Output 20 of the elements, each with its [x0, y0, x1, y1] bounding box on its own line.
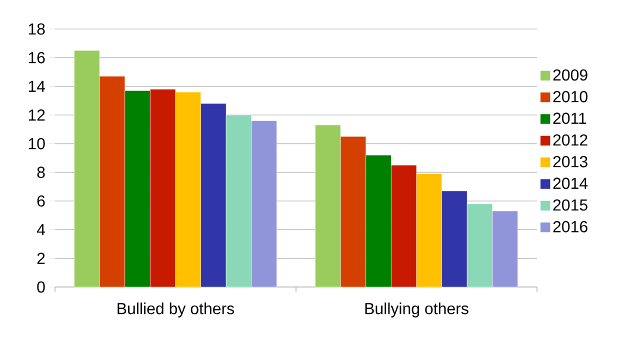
legend-label: 2014	[553, 178, 588, 190]
y-tick-label: 6	[37, 195, 45, 207]
x-tick-label: Bullied by others	[118, 302, 234, 318]
y-tick-label: 10	[28, 138, 45, 150]
y-tick-label: 8	[37, 166, 45, 178]
x-tick-label: Bullying others	[365, 302, 468, 318]
y-tick-label: 4	[36, 224, 45, 236]
y-tick-label: 0	[37, 281, 45, 293]
y-tick-label: 14	[28, 80, 45, 92]
legend-label: 2011	[553, 112, 586, 124]
y-tick-label: 12	[28, 109, 45, 121]
legend-label: 2016	[553, 221, 588, 232]
legend-label: 2015	[553, 199, 588, 211]
y-tick-label: 18	[28, 23, 45, 35]
legend-label: 2013	[553, 156, 588, 168]
legend-label: 2010	[553, 91, 588, 102]
y-tick-label: 2	[37, 252, 45, 264]
y-tick-label: 16	[28, 52, 45, 64]
legend-label: 2009	[553, 69, 588, 81]
legend-label: 2012	[553, 134, 588, 146]
